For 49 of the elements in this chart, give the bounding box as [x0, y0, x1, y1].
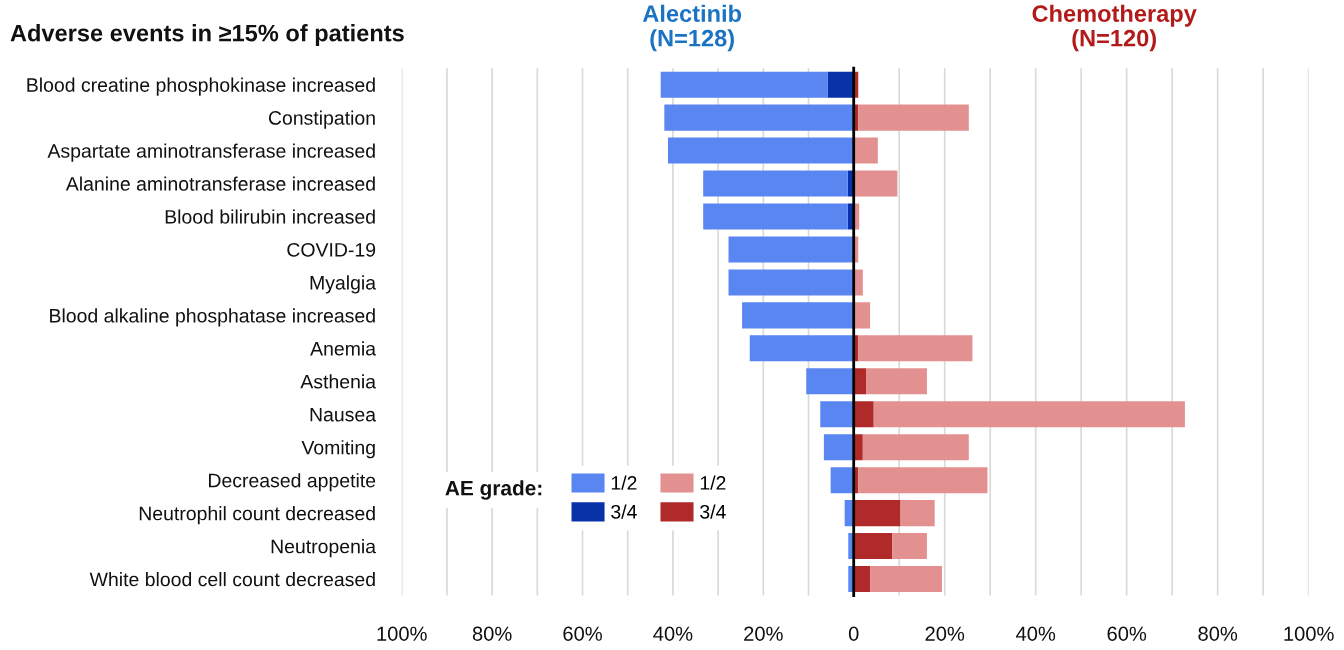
y-tick-label: Decreased appetite	[209, 473, 376, 492]
text: Adverse events in ≥15% of patients	[10, 24, 404, 47]
bar	[858, 104, 969, 131]
x-tick-label: 60%	[563, 626, 602, 641]
x-tick-label: 60%	[1107, 626, 1147, 641]
x-tick-label: 20%	[744, 626, 783, 641]
y-tick-label: Blood bilirubin increased	[165, 209, 375, 224]
bar	[862, 434, 969, 461]
bar	[703, 203, 848, 230]
bar	[853, 137, 878, 164]
bar	[858, 335, 973, 362]
y-tick-label: Myalgia	[310, 275, 377, 294]
chart-title: Alectinib (N=128)	[642, 4, 742, 52]
y-tick-label: Neutrophil count decreased	[139, 506, 375, 525]
bar	[892, 533, 927, 560]
legend-label: 1/2	[700, 475, 726, 490]
chart-title: Chemotherapy (N=120)	[1032, 4, 1197, 52]
bar	[660, 71, 828, 98]
y-tick-label: Aspartate aminotransferase increased	[47, 143, 375, 162]
y-tick-label: Vomiting	[301, 440, 375, 459]
bar	[873, 401, 1185, 428]
x-tick-label: 100%	[377, 626, 427, 641]
x-tick-label: 100%	[1284, 626, 1334, 641]
x-tick-label: 0	[848, 626, 859, 641]
x-tick-label: 20%	[925, 626, 965, 641]
bar	[853, 302, 871, 329]
bar	[866, 368, 927, 395]
x-tick-label: 80%	[1198, 626, 1238, 641]
x-tick-label: 80%	[472, 626, 512, 641]
y-tick-label: Blood alkaline phosphatase increased	[50, 308, 375, 327]
legend-label: 3/4	[700, 504, 726, 519]
y-tick-label: COVID-19	[287, 242, 376, 257]
bar	[703, 170, 848, 197]
bar	[858, 467, 988, 494]
y-tick-label: Anemia	[310, 341, 377, 356]
x-tick-label: 40%	[1016, 626, 1056, 641]
y-tick-label: Nausea	[310, 407, 377, 422]
y-tick-label: Alanine aminotransferase increased	[65, 176, 375, 191]
y-tick-label: White blood cell count decreased	[89, 572, 375, 587]
legend-label: 3/4	[611, 504, 637, 519]
y-tick-label: Constipation	[268, 110, 375, 129]
x-tick-label: 40%	[653, 626, 693, 641]
legend-label: 1/2	[611, 475, 637, 490]
legend-title: AE grade:	[445, 480, 542, 500]
y-tick-label: Neutropenia	[271, 539, 377, 558]
y-tick-label: Asthenia	[300, 374, 377, 389]
bar	[870, 566, 942, 593]
bar	[900, 500, 935, 527]
y-tick-label: Blood creatine phosphokinase increased	[27, 77, 375, 96]
